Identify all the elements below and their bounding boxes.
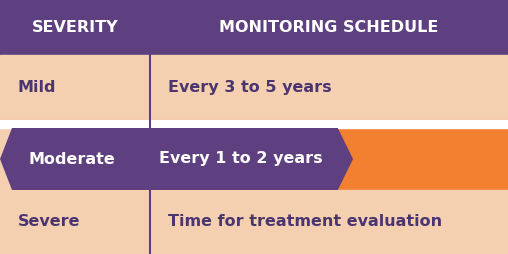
Text: Mild: Mild [18,80,56,95]
Text: Every 1 to 2 years: Every 1 to 2 years [160,151,323,167]
Text: MONITORING SCHEDULE: MONITORING SCHEDULE [219,20,438,35]
Bar [0,128,150,190]
Text: Moderate: Moderate [28,151,115,167]
Bar [0,55,508,120]
Text: SEVERITY: SEVERITY [31,20,118,35]
Text: Every 3 to 5 years: Every 3 to 5 years [168,80,332,95]
Bar [0,120,508,128]
Bar [0,120,508,190]
Polygon shape [0,128,353,190]
Text: Time for treatment evaluation: Time for treatment evaluation [168,214,442,230]
Bar [0,190,508,254]
Bar [0,0,508,55]
Text: Severe: Severe [18,214,80,230]
